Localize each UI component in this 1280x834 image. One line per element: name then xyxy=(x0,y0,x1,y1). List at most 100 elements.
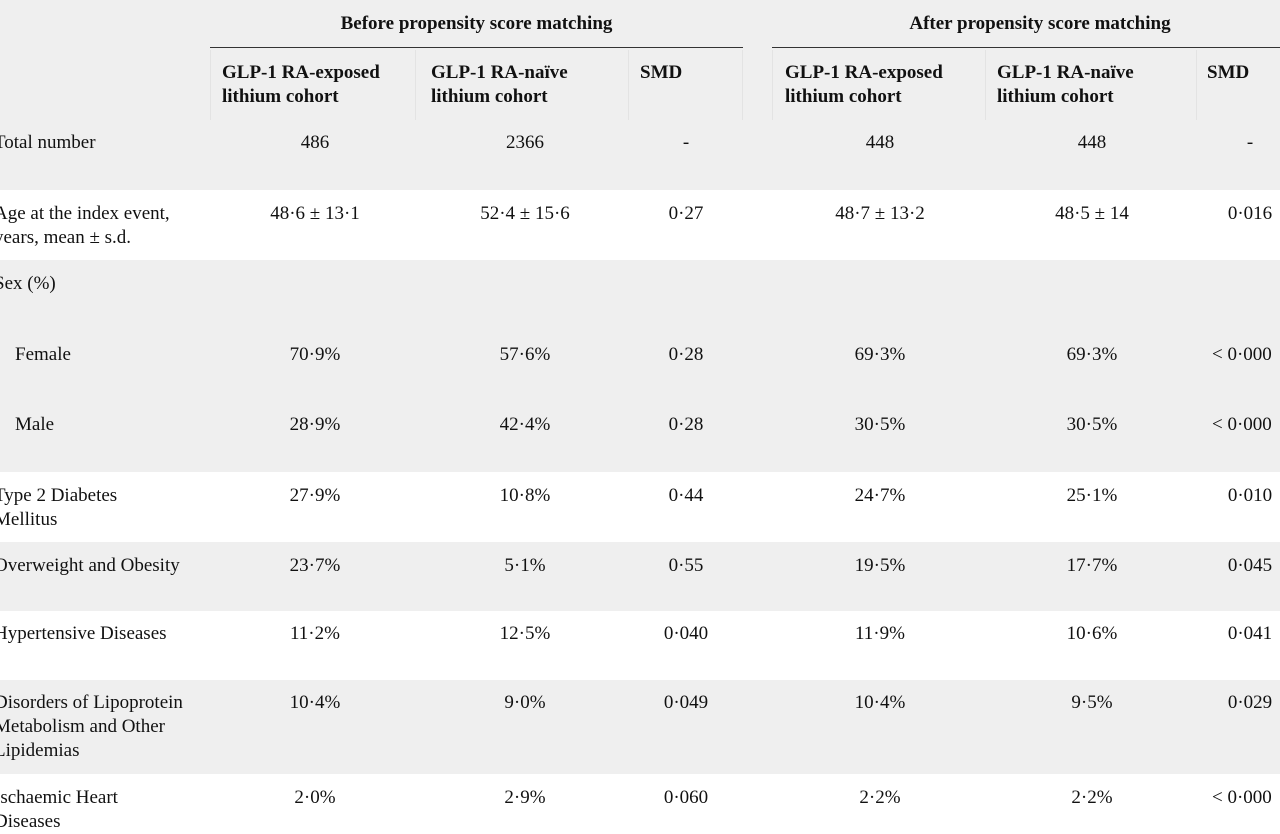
row-label: years, mean ± s.d. xyxy=(0,227,132,248)
table-cell: 9·0% xyxy=(504,692,546,713)
row-label: Total number xyxy=(0,132,96,153)
table-cell: 52·4 ± 15·6 xyxy=(480,203,570,224)
row-label: Male xyxy=(15,414,55,435)
row-background xyxy=(0,774,1280,830)
table-cell: < 0·000 xyxy=(1212,344,1272,365)
table-cell: 42·4% xyxy=(499,414,551,435)
column-separator xyxy=(742,50,743,120)
table-cell: 10·4% xyxy=(289,692,341,713)
table-cell: 11·9% xyxy=(855,623,905,644)
table-cell: 2·2% xyxy=(1071,787,1113,808)
row-background xyxy=(0,0,1280,120)
row-label: Hypertensive Diseases xyxy=(0,623,167,644)
table-cell: 0·27 xyxy=(668,203,704,224)
column-separator xyxy=(1196,50,1197,120)
column-header: GLP-1 RA-naïve xyxy=(431,62,568,83)
table-cell: 0·045 xyxy=(1227,555,1273,576)
table-cell: 486 xyxy=(300,132,330,153)
table-cell: 0·016 xyxy=(1227,203,1273,224)
table-cell: 30·5% xyxy=(854,414,906,435)
table-cell: 28·9% xyxy=(289,414,341,435)
table-cell: 10·6% xyxy=(1066,623,1118,644)
row-background xyxy=(0,680,1280,774)
column-header: lithium cohort xyxy=(222,86,339,107)
column-separator xyxy=(628,50,629,120)
row-background xyxy=(0,472,1280,542)
column-header: lithium cohort xyxy=(785,86,902,107)
table-cell: 12·5% xyxy=(499,623,551,644)
table-cell: 70·9% xyxy=(289,344,341,365)
table-cell: 0·049 xyxy=(663,692,709,713)
table-cell: - xyxy=(1246,132,1254,153)
table-cell: 69·3% xyxy=(854,344,906,365)
table-cell: 48·6 ± 13·1 xyxy=(270,203,360,224)
table-cell: 10·8% xyxy=(499,485,551,506)
row-label: Mellitus xyxy=(0,509,58,530)
group-underline xyxy=(210,47,743,48)
row-label: Sex (%) xyxy=(0,273,56,294)
row-label: Age at the index event, xyxy=(0,203,170,224)
table-cell: < 0·000 xyxy=(1212,414,1272,435)
column-header: GLP-1 RA-exposed xyxy=(785,62,943,83)
column-header: GLP-1 RA-naïve xyxy=(997,62,1134,83)
table-cell: 0·010 xyxy=(1227,485,1273,506)
table-cell: 0·029 xyxy=(1227,692,1273,713)
table-cell: 23·7% xyxy=(289,555,341,576)
column-header: SMD xyxy=(1207,62,1250,83)
group-header-before: Before propensity score matching xyxy=(340,13,613,34)
table-cell: 57·6% xyxy=(499,344,551,365)
column-header: GLP-1 RA-exposed xyxy=(222,62,380,83)
row-label: Metabolism and Other xyxy=(0,716,165,737)
row-label: Ischaemic Heart xyxy=(0,787,118,808)
column-header: lithium cohort xyxy=(431,86,548,107)
row-label: Disorders of Lipoprotein xyxy=(0,692,183,713)
table-cell: 10·4% xyxy=(854,692,906,713)
table-cell: 0·040 xyxy=(663,623,709,644)
table-cell: 0·060 xyxy=(663,787,709,808)
table-cell: 48·7 ± 13·2 xyxy=(835,203,925,224)
column-header: lithium cohort xyxy=(997,86,1114,107)
row-background xyxy=(0,330,1280,400)
table-cell: 24·7% xyxy=(854,485,906,506)
row-background xyxy=(0,542,1280,611)
table-cell: 448 xyxy=(865,132,895,153)
group-underline xyxy=(772,47,1280,48)
row-background xyxy=(0,120,1280,190)
table-cell: 0·28 xyxy=(668,344,704,365)
row-label: Type 2 Diabetes xyxy=(0,485,118,506)
table-cell: 30·5% xyxy=(1066,414,1118,435)
table-cell: 0·041 xyxy=(1227,623,1273,644)
column-header: SMD xyxy=(640,62,683,83)
row-background xyxy=(0,611,1280,680)
table-cell: 27·9% xyxy=(289,485,341,506)
table-cell: - xyxy=(682,132,690,153)
table-cell: 25·1% xyxy=(1066,485,1118,506)
table-cell: < 0·000 xyxy=(1212,787,1272,808)
row-label: Female xyxy=(15,344,71,365)
column-separator xyxy=(772,50,773,120)
row-label: Lipidemias xyxy=(0,740,80,761)
column-separator xyxy=(985,50,986,120)
column-separator xyxy=(210,50,211,120)
table-cell: 17·7% xyxy=(1066,555,1118,576)
column-separator xyxy=(415,50,416,120)
table-cell: 5·1% xyxy=(504,555,546,576)
table-cell: 2366 xyxy=(506,132,544,153)
table-cell: 448 xyxy=(1077,132,1107,153)
table-cell: 0·44 xyxy=(668,485,704,506)
table-cell: 2·0% xyxy=(294,787,336,808)
table-cell: 0·55 xyxy=(668,555,704,576)
table-cell: 2·2% xyxy=(859,787,901,808)
table-cell: 11·2% xyxy=(290,623,340,644)
table-cell: 0·28 xyxy=(668,414,704,435)
row-background xyxy=(0,260,1280,330)
row-background xyxy=(0,190,1280,260)
table-cell: 2·9% xyxy=(504,787,546,808)
row-label: Diseases xyxy=(0,811,61,832)
group-header-after: After propensity score matching xyxy=(909,13,1171,34)
row-label: Overweight and Obesity xyxy=(0,555,180,576)
row-background xyxy=(0,400,1280,472)
table-cell: 48·5 ± 14 xyxy=(1055,203,1129,224)
table-cell: 19·5% xyxy=(854,555,906,576)
table-cell: 9·5% xyxy=(1071,692,1113,713)
